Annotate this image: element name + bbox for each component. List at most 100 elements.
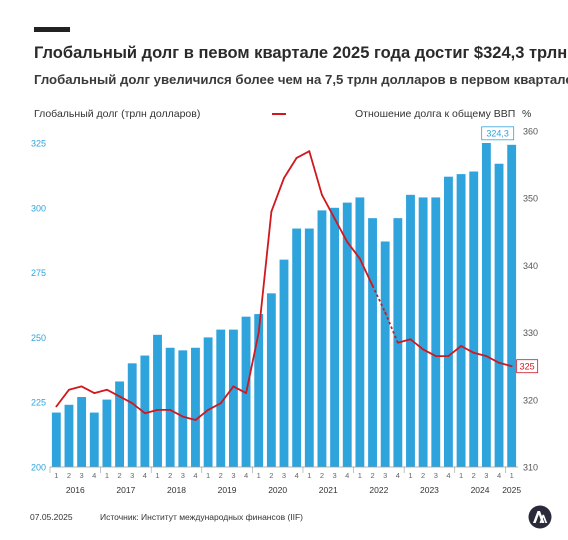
ratio-point: [68, 388, 70, 391]
ratio-line-solid: [397, 338, 512, 368]
bar: [140, 355, 150, 467]
ratio-point: [472, 351, 475, 354]
year-label: 2025: [502, 485, 521, 495]
quarter-label: 3: [130, 471, 134, 480]
quarter-label: 4: [92, 471, 96, 480]
right-axis-tick-label: 310: [523, 463, 538, 473]
ratio-point: [283, 177, 285, 179]
ratio-point: [409, 338, 412, 341]
legend-line-swatch: [272, 113, 286, 115]
year-label: 2021: [319, 485, 338, 495]
ratio-point: [118, 395, 121, 398]
year-label: 2023: [420, 485, 439, 495]
left-axis-tick-label: 225: [31, 398, 46, 408]
year-label: 2022: [369, 485, 388, 495]
legend-left-series: Глобальный долг (трлн долларов): [34, 108, 201, 120]
ratio-point: [346, 240, 349, 243]
quarter-label: 3: [181, 471, 185, 480]
quarter-label: 3: [80, 471, 84, 480]
ratio-point: [257, 331, 260, 334]
quarter-label: 4: [446, 471, 450, 480]
left-axis-tick-label: 300: [31, 203, 46, 213]
ratio-point: [156, 408, 159, 411]
ratio-point: [270, 210, 273, 213]
bar: [444, 176, 453, 468]
left-axis-tick-label: 275: [31, 268, 46, 278]
ratio-point: [358, 257, 361, 260]
last-line-callout-box: [516, 359, 539, 374]
right-axis-tick-label: 340: [523, 261, 538, 271]
quarter-label: 2: [168, 471, 172, 480]
ratio-point: [498, 361, 500, 364]
left-axis-tick-label: 325: [31, 139, 46, 149]
quarter-label: 2: [320, 471, 324, 480]
quarter-label: 1: [358, 471, 362, 480]
bar: [178, 350, 188, 467]
footer-date: 07.05.2025: [30, 512, 73, 522]
bar: [355, 197, 365, 467]
bar: [431, 197, 441, 467]
footer-source: Источник: Институт международных финансо…: [100, 512, 304, 522]
title-accent-bar: [34, 27, 70, 32]
last-bar-callout-box: [481, 126, 515, 141]
ratio-point: [169, 408, 172, 411]
ratio-line-solid: [55, 150, 374, 421]
ratio-point: [371, 284, 374, 287]
legend-right-unit: %: [522, 108, 532, 120]
bar: [64, 404, 74, 467]
bar: [127, 363, 137, 467]
quarter-label: 2: [269, 471, 273, 480]
quarter-label: 4: [193, 471, 197, 480]
bar: [494, 163, 504, 467]
quarter-label: 1: [307, 471, 311, 480]
quarter-label: 3: [333, 471, 337, 480]
last-line-callout-label: 325: [520, 361, 535, 371]
ratio-point: [333, 217, 336, 220]
bar: [89, 412, 99, 467]
quarter-label: 2: [472, 471, 476, 480]
quarter-label: 1: [206, 471, 210, 480]
quarter-label: 4: [497, 471, 501, 480]
ratio-point: [207, 408, 210, 411]
ratio-point: [384, 311, 387, 314]
bar: [292, 228, 302, 467]
right-axis-tick-label: 350: [523, 194, 538, 204]
legend-right-series: Отношение долга к общему ВВП: [355, 108, 516, 120]
bar: [203, 337, 213, 467]
ratio-point: [143, 412, 146, 415]
bar: [77, 397, 87, 467]
ratio-point: [321, 193, 323, 196]
bar: [102, 399, 112, 467]
ratio-point: [434, 355, 437, 358]
bar: [191, 347, 200, 467]
quarter-label: 4: [295, 471, 299, 480]
bar: [115, 381, 124, 467]
quarter-label: 1: [257, 471, 261, 480]
bar: [266, 293, 276, 467]
bar: [254, 314, 264, 467]
ratio-point: [131, 402, 134, 405]
ratio-point: [308, 150, 311, 153]
ratio-point: [232, 385, 235, 388]
quarter-label: 2: [67, 471, 71, 480]
year-label: 2018: [167, 485, 186, 495]
left-axis-tick-label: 250: [31, 333, 46, 343]
year-label: 2017: [116, 485, 135, 495]
agency-logo-icon: [528, 505, 552, 529]
bar: [481, 143, 491, 467]
year-label: 2024: [471, 485, 490, 495]
bar: [507, 144, 517, 468]
bar: [368, 218, 377, 467]
ratio-point: [422, 348, 425, 351]
quarter-label: 2: [117, 471, 121, 480]
quarter-label: 1: [155, 471, 159, 480]
ratio-point: [460, 345, 462, 347]
quarter-label: 4: [396, 471, 400, 480]
bar: [279, 259, 289, 467]
quarter-label: 1: [54, 471, 58, 480]
quarter-label: 3: [383, 471, 387, 480]
bar: [317, 210, 327, 467]
year-label: 2016: [66, 485, 85, 495]
quarter-label: 4: [345, 471, 349, 480]
